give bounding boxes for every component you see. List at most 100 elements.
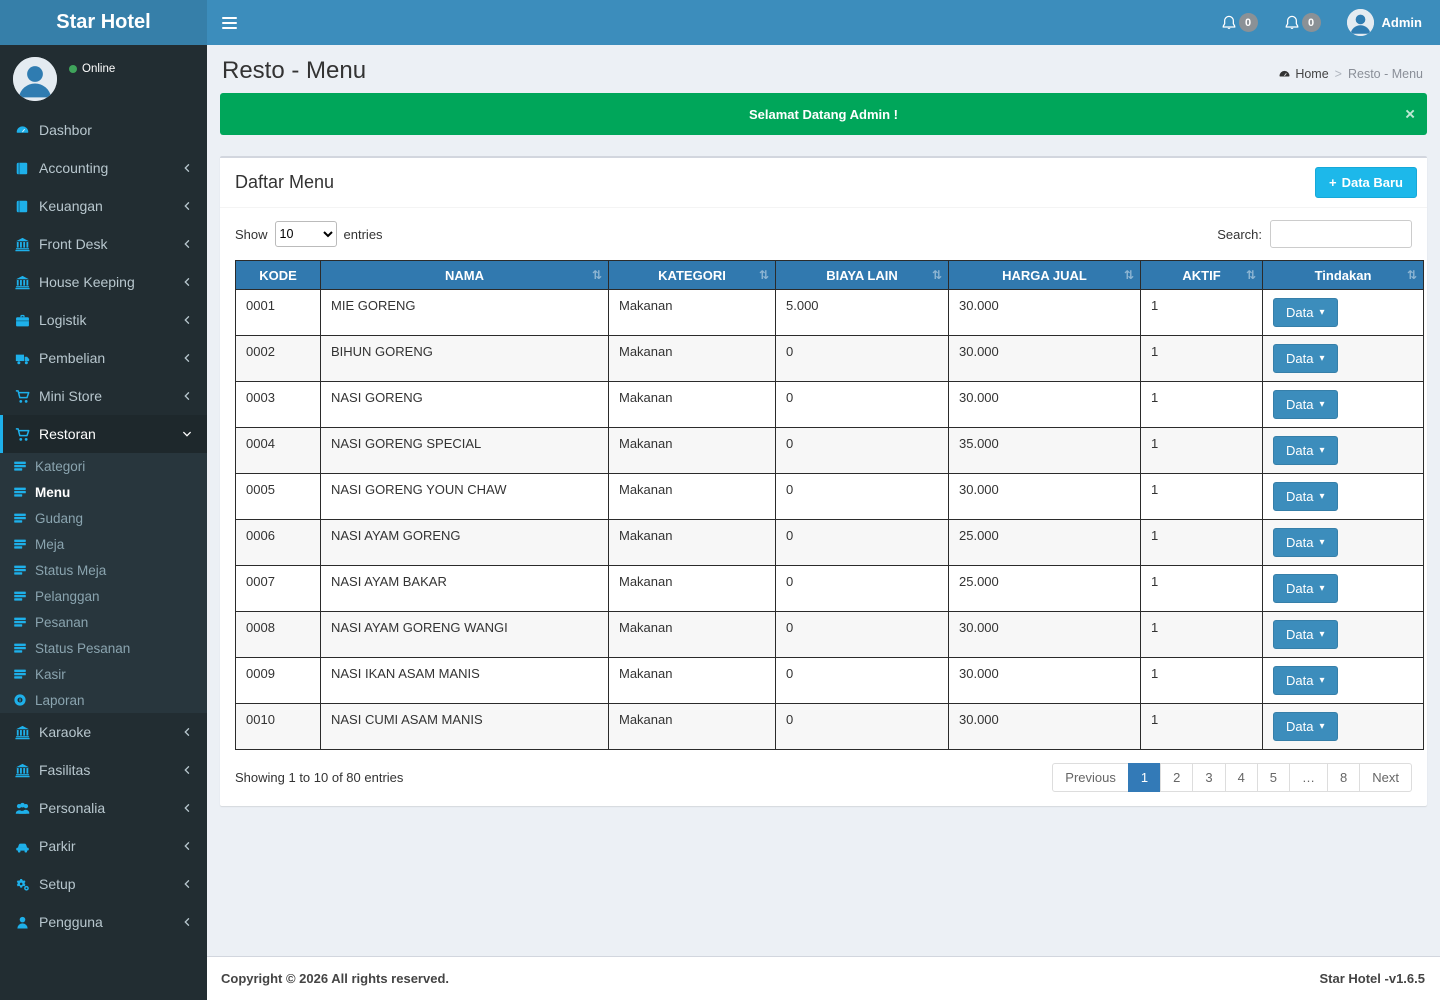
sidebar-item-karaoke[interactable]: Karaoke (0, 713, 207, 751)
user-avatar (1346, 9, 1374, 36)
page-length-select[interactable]: 10 (274, 221, 337, 247)
chevron-left-icon (181, 878, 193, 890)
sidebar-item-mini-store[interactable]: Mini Store (0, 377, 207, 415)
sidebar-item-front-desk[interactable]: Front Desk (0, 225, 207, 263)
row-data-dropdown-button[interactable]: Data ▾ (1273, 482, 1338, 511)
table-cell: 0 (775, 703, 949, 750)
table-cell: 0007 (235, 565, 321, 612)
notification-count-badge: 0 (1301, 13, 1321, 32)
chevron-down-icon (181, 428, 193, 440)
search-input[interactable] (1270, 220, 1412, 248)
pagination-next[interactable]: Next (1359, 763, 1412, 792)
close-icon[interactable]: × (1405, 104, 1415, 124)
sort-icon: ⇅ (931, 268, 942, 282)
sidebar-item-personalia[interactable]: Personalia (0, 789, 207, 827)
sidebar-subitem-kasir[interactable]: Kasir (0, 661, 207, 687)
row-data-dropdown-button[interactable]: Data ▾ (1273, 620, 1338, 649)
table-cell: 1 (1140, 657, 1263, 704)
column-header-tindakan[interactable]: Tindakan ⇅ (1262, 260, 1424, 290)
row-data-dropdown-button[interactable]: Data ▾ (1273, 298, 1338, 327)
sidebar-item-restoran[interactable]: Restoran (0, 415, 207, 453)
menu-table: KODE NAMA ⇅ KATEGORI ⇅ BIAYA LAIN ⇅ HARGA JUAL ⇅… (235, 260, 1424, 750)
sidebar-item-house-keeping[interactable]: House Keeping (0, 263, 207, 301)
table-cell: 1 (1140, 519, 1263, 566)
notifications-button-2[interactable]: 0 (1284, 13, 1321, 32)
sidebar-item-dashbor[interactable]: Dashbor (0, 111, 207, 149)
row-data-dropdown-button[interactable]: Data ▾ (1273, 574, 1338, 603)
pagination-previous[interactable]: Previous (1052, 763, 1129, 792)
sidebar-item-accounting[interactable]: Accounting (0, 149, 207, 187)
panel-title: Daftar Menu (235, 172, 335, 192)
row-data-dropdown-button[interactable]: Data ▾ (1273, 712, 1338, 741)
sidebar-subitem-status-meja[interactable]: Status Meja (0, 557, 207, 583)
sort-icon: ⇅ (591, 268, 602, 282)
sidebar-subitem-gudang[interactable]: Gudang (0, 505, 207, 531)
sidebar-subitem-pelanggan[interactable]: Pelanggan (0, 583, 207, 609)
table-cell: 0001 (235, 289, 321, 336)
sidebar-subitem-pesanan[interactable]: Pesanan (0, 609, 207, 635)
column-header-kode[interactable]: KODE (235, 260, 321, 290)
row-data-dropdown-button[interactable]: Data ▾ (1273, 436, 1338, 465)
sidebar: Online Dashbor Accounting Keuangan Front De… (0, 45, 207, 1000)
table-cell: Makanan (608, 657, 776, 704)
show-label: Show (235, 226, 268, 242)
brand-logo[interactable]: Star Hotel (0, 0, 207, 45)
table-cell: 0 (775, 657, 949, 704)
sidebar-submenu: Kategori Menu Gudang Meja Status Meja Pelangg… (0, 453, 207, 713)
row-data-dropdown-button[interactable]: Data ▾ (1273, 390, 1338, 419)
table-cell: 35.000 (948, 427, 1141, 474)
caret-down-icon: ▾ (1319, 537, 1325, 548)
data-baru-button[interactable]: + Data Baru (1314, 167, 1417, 198)
sidebar-subitem-laporan[interactable]: Laporan (0, 687, 207, 713)
breadcrumb-home-link[interactable]: Home (1278, 67, 1329, 81)
user-icon (15, 915, 30, 930)
sidebar-item-setup[interactable]: Setup (0, 865, 207, 903)
column-header-harga-jual[interactable]: HARGA JUAL ⇅ (948, 260, 1141, 290)
page-footer: Copyright © 2026 All rights reserved. St… (207, 956, 1440, 1000)
table-cell-actions: Data ▾ (1262, 519, 1424, 566)
sidebar-subitem-status-pesanan[interactable]: Status Pesanan (0, 635, 207, 661)
cart-icon (15, 389, 30, 404)
sidebar-item-parkir[interactable]: Parkir (0, 827, 207, 865)
sidebar-subitem-meja[interactable]: Meja (0, 531, 207, 557)
gears-icon (15, 877, 30, 892)
pagination-2[interactable]: 2 (1160, 763, 1194, 792)
notifications-button-1[interactable]: 0 (1221, 13, 1258, 32)
chevron-left-icon (181, 764, 193, 776)
column-header-aktif[interactable]: AKTIF ⇅ (1140, 260, 1263, 290)
user-menu[interactable]: Admin (1346, 9, 1422, 36)
column-header-biaya-lain[interactable]: BIAYA LAIN ⇅ (775, 260, 949, 290)
row-data-dropdown-button[interactable]: Data ▾ (1273, 528, 1338, 557)
main-content: Resto - Menu Home > Resto - Menu Selamat… (207, 45, 1440, 956)
table-icon (13, 615, 27, 629)
pagination-8[interactable]: 8 (1327, 763, 1361, 792)
table-cell: Makanan (608, 519, 776, 566)
table-cell: 1 (1140, 703, 1263, 750)
table-cell: 0 (775, 381, 949, 428)
sidebar-item-fasilitas[interactable]: Fasilitas (0, 751, 207, 789)
sidebar-subitem-kategori[interactable]: Kategori (0, 453, 207, 479)
sidebar-item-logistik[interactable]: Logistik (0, 301, 207, 339)
pagination-[interactable]: … (1289, 763, 1329, 792)
chevron-left-icon (181, 276, 193, 288)
version-text: Star Hotel -v1.6.5 (1319, 971, 1426, 986)
pagination-3[interactable]: 3 (1192, 763, 1226, 792)
sidebar-item-pengguna[interactable]: Pengguna (0, 903, 207, 941)
table-row: 0002 BIHUN GORENG Makanan 0 30.000 1 Data ▾ (235, 335, 1424, 382)
sidebar-subitem-menu[interactable]: Menu (0, 479, 207, 505)
column-header-kategori[interactable]: KATEGORI ⇅ (608, 260, 776, 290)
row-data-dropdown-button[interactable]: Data ▾ (1273, 666, 1338, 695)
table-toolbar: Show 10 entries Search: (235, 220, 1412, 248)
pagination-5[interactable]: 5 (1256, 763, 1291, 792)
row-data-dropdown-button[interactable]: Data ▾ (1273, 344, 1338, 373)
column-header-nama[interactable]: NAMA ⇅ (320, 260, 609, 290)
sidebar-item-keuangan[interactable]: Keuangan (0, 187, 207, 225)
table-cell: 0 (775, 519, 949, 566)
sidebar-toggle-button[interactable] (207, 0, 252, 45)
pagination-1[interactable]: 1 (1127, 763, 1162, 792)
users-icon (15, 801, 30, 816)
table-row: 0003 NASI GORENG Makanan 0 30.000 1 Data ▾ (235, 381, 1424, 428)
chevron-left-icon (181, 840, 193, 852)
pagination-4[interactable]: 4 (1224, 763, 1258, 792)
sidebar-item-pembelian[interactable]: Pembelian (0, 339, 207, 377)
